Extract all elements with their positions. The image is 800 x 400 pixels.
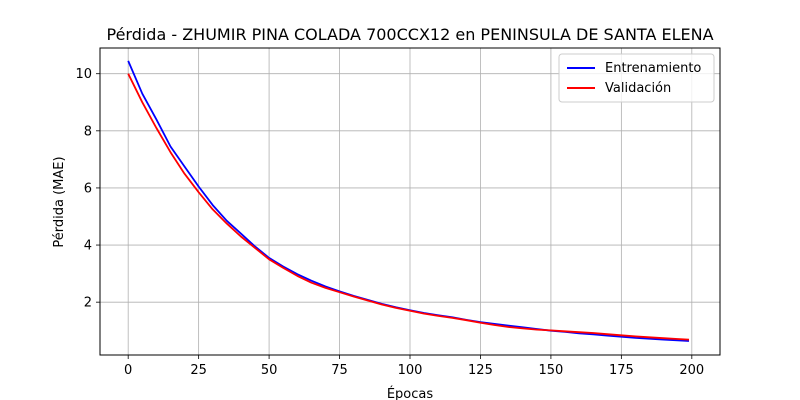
x-tick-label: 100 xyxy=(398,363,423,378)
chart-title: Pérdida - ZHUMIR PINA COLADA 700CCX12 en… xyxy=(106,25,713,44)
x-axis-label: Épocas xyxy=(387,386,434,400)
y-tick-label: 10 xyxy=(75,67,92,82)
y-axis-label: Pérdida (MAE) xyxy=(52,156,67,247)
x-tick-label: 25 xyxy=(190,363,207,378)
x-tick-label: 150 xyxy=(538,363,563,378)
series-line-validacion xyxy=(127,73,690,341)
x-tick-label: 200 xyxy=(679,363,704,378)
legend-label-validacion: Validación xyxy=(605,81,671,96)
legend-box xyxy=(558,53,715,103)
y-tick-label: 8 xyxy=(84,124,92,139)
series-line-entrenamiento xyxy=(127,60,690,342)
series-lines xyxy=(127,60,690,342)
x-tick-label: 0 xyxy=(124,363,132,378)
x-tick-label: 125 xyxy=(468,363,493,378)
legend-label-entrenamiento: Entrenamiento xyxy=(605,61,701,76)
ticks: 0 25 50 75 100 125 150 175 200 2 4 6 8 10 xyxy=(75,67,704,378)
y-tick-label: 6 xyxy=(84,181,92,196)
y-tick-label: 4 xyxy=(84,239,92,254)
legend: Entrenamiento Validación xyxy=(558,53,715,103)
y-tick-label: 2 xyxy=(84,296,92,311)
x-tick-label: 175 xyxy=(609,363,634,378)
x-tick-label: 50 xyxy=(261,363,278,378)
x-tick-label: 75 xyxy=(331,363,348,378)
